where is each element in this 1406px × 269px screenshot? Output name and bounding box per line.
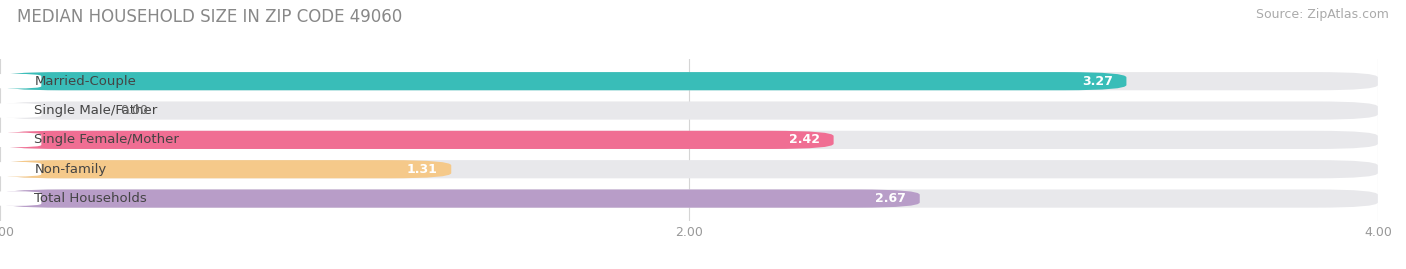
Text: 2.42: 2.42: [789, 133, 820, 146]
FancyBboxPatch shape: [0, 191, 41, 206]
FancyBboxPatch shape: [0, 160, 451, 178]
FancyBboxPatch shape: [0, 162, 41, 176]
FancyBboxPatch shape: [0, 131, 1378, 149]
FancyBboxPatch shape: [0, 160, 1378, 178]
Text: 1.31: 1.31: [406, 163, 437, 176]
FancyBboxPatch shape: [0, 103, 41, 118]
FancyBboxPatch shape: [0, 72, 1126, 90]
FancyBboxPatch shape: [0, 133, 41, 147]
Text: Total Households: Total Households: [34, 192, 148, 205]
FancyBboxPatch shape: [0, 101, 1378, 120]
Text: Source: ZipAtlas.com: Source: ZipAtlas.com: [1256, 8, 1389, 21]
Text: MEDIAN HOUSEHOLD SIZE IN ZIP CODE 49060: MEDIAN HOUSEHOLD SIZE IN ZIP CODE 49060: [17, 8, 402, 26]
FancyBboxPatch shape: [0, 74, 41, 89]
FancyBboxPatch shape: [0, 131, 834, 149]
FancyBboxPatch shape: [0, 72, 1378, 90]
Text: Married-Couple: Married-Couple: [34, 75, 136, 88]
Text: Non-family: Non-family: [34, 163, 107, 176]
Text: Single Male/Father: Single Male/Father: [34, 104, 157, 117]
Text: 2.67: 2.67: [875, 192, 905, 205]
Text: Single Female/Mother: Single Female/Mother: [34, 133, 180, 146]
FancyBboxPatch shape: [0, 189, 920, 208]
Text: 0.00: 0.00: [121, 104, 149, 117]
FancyBboxPatch shape: [0, 189, 1378, 208]
Text: 3.27: 3.27: [1081, 75, 1112, 88]
